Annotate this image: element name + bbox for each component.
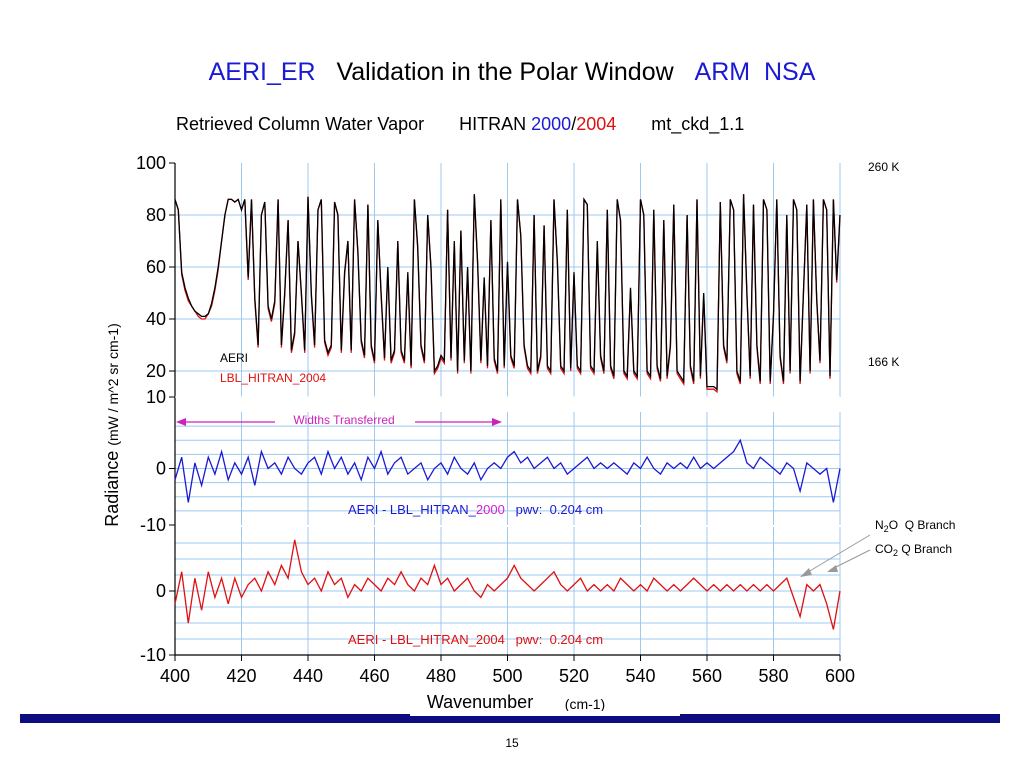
diff-2004-label: AERI - LBL_HITRAN_2004 pwv: 0.204 cm <box>348 632 603 647</box>
subtitle-column-water: Retrieved Column Water Vapor <box>176 114 425 134</box>
annotation-co2-sub: 2 <box>893 548 898 558</box>
y-tick-label-p2-0: 0 <box>156 581 166 601</box>
series-line-p0-0 <box>174 194 841 391</box>
annotation-co2-prefix: CO <box>875 542 893 556</box>
diff-2000-label-year: 2000 <box>476 502 505 517</box>
subtitle-slash: / <box>571 114 577 134</box>
page-number: 15 <box>505 736 519 750</box>
x-axis-label: Wavenumber <box>427 692 533 712</box>
widths-arrowhead-left <box>176 418 186 426</box>
y-tick-label-p0-10: 10 <box>146 387 166 407</box>
widths-arrowhead-right <box>492 418 502 426</box>
diff-2000-label: AERI - LBL_HITRAN_2000 pwv: 0.204 cm <box>348 502 603 517</box>
y-axis-label-main: Radiance <box>102 446 122 527</box>
x-tick-label-580: 580 <box>758 666 788 686</box>
y-tick-label-p0-60: 60 <box>146 257 166 277</box>
y-tick-label-p0-80: 80 <box>146 205 166 225</box>
co2-pointer-head <box>827 565 838 572</box>
annotation-co2-suffix: Q Branch <box>898 542 952 556</box>
co2-pointer-line <box>829 549 871 571</box>
x-tick-label-500: 500 <box>492 666 522 686</box>
slide-title: AERI_ER Validation in the Polar Window A… <box>0 58 1024 87</box>
subtitle-2004: 2004 <box>576 114 617 134</box>
diff-2004-label-text: AERI - LBL_HITRAN_2004 <box>348 632 505 647</box>
y-tick-label-p0-100: 100 <box>136 153 166 173</box>
y-tick-label-p0-40: 40 <box>146 309 166 329</box>
annotation-widths-transferred: Widths Transferred <box>293 413 394 427</box>
x-tick-label-480: 480 <box>426 666 456 686</box>
legend-lbl-2004: LBL_HITRAN_2004 <box>220 371 326 385</box>
y-tick-label-p0-20: 20 <box>146 361 166 381</box>
x-tick-label-400: 400 <box>160 666 190 686</box>
x-tick-label-420: 420 <box>226 666 256 686</box>
annotation-260k: 260 K <box>868 160 899 174</box>
title-aeri-er: AERI_ER <box>208 58 316 86</box>
diff-2000-label-pwv: pwv: 0.204 cm <box>505 502 603 517</box>
diff-2000-label-text: AERI - LBL_HITRAN_ <box>348 502 477 517</box>
x-tick-label-540: 540 <box>625 666 655 686</box>
subtitle-mt-ckd: mt_ckd_1.1 <box>651 114 745 134</box>
y-tick-label-p1-0: 0 <box>156 459 166 479</box>
subtitle-hitran: HITRAN <box>459 114 527 134</box>
slide-subtitle: Retrieved Column Water Vapor HITRAN 2000… <box>176 114 744 135</box>
subtitle-2000: 2000 <box>531 114 572 134</box>
x-tick-label-440: 440 <box>293 666 323 686</box>
y-axis-label: Radiance (mW / m^2 sr cm-1) <box>102 323 122 527</box>
series-line-p2-0 <box>174 539 841 630</box>
x-tick-label-520: 520 <box>559 666 589 686</box>
n2o-pointer-line <box>802 534 871 576</box>
title-nsa: NSA <box>763 58 816 86</box>
y-axis-label-unit: (mW / m^2 sr cm-1) <box>105 323 121 445</box>
series-line-p1-0 <box>174 438 841 503</box>
title-validation: Validation in the Polar Window <box>336 58 674 86</box>
title-arm: ARM <box>694 58 751 86</box>
annotation-n2o-sub: 2 <box>884 524 889 534</box>
diff-2004-label-pwv: pwv: 0.204 cm <box>505 632 603 647</box>
x-tick-label-560: 560 <box>692 666 722 686</box>
x-tick-label-460: 460 <box>359 666 389 686</box>
y-tick-label-p2--10: -10 <box>140 645 166 665</box>
annotation-166k: 166 K <box>868 355 899 369</box>
annotation-n2o-prefix: N <box>875 518 884 532</box>
footer-bar <box>20 714 1000 723</box>
y-tick-label-p1--10: -10 <box>140 515 166 535</box>
n2o-pointer-head <box>800 568 812 577</box>
legend-aeri: AERI <box>220 351 248 365</box>
annotation-n2o-suffix: O Q Branch <box>889 518 956 532</box>
annotation-co2: CO2 Q Branch <box>875 542 952 558</box>
annotation-n2o: N2O Q Branch <box>875 518 955 534</box>
x-tick-label-600: 600 <box>825 666 855 686</box>
x-axis-unit: (cm-1) <box>565 696 605 712</box>
footer-notch <box>410 711 680 716</box>
